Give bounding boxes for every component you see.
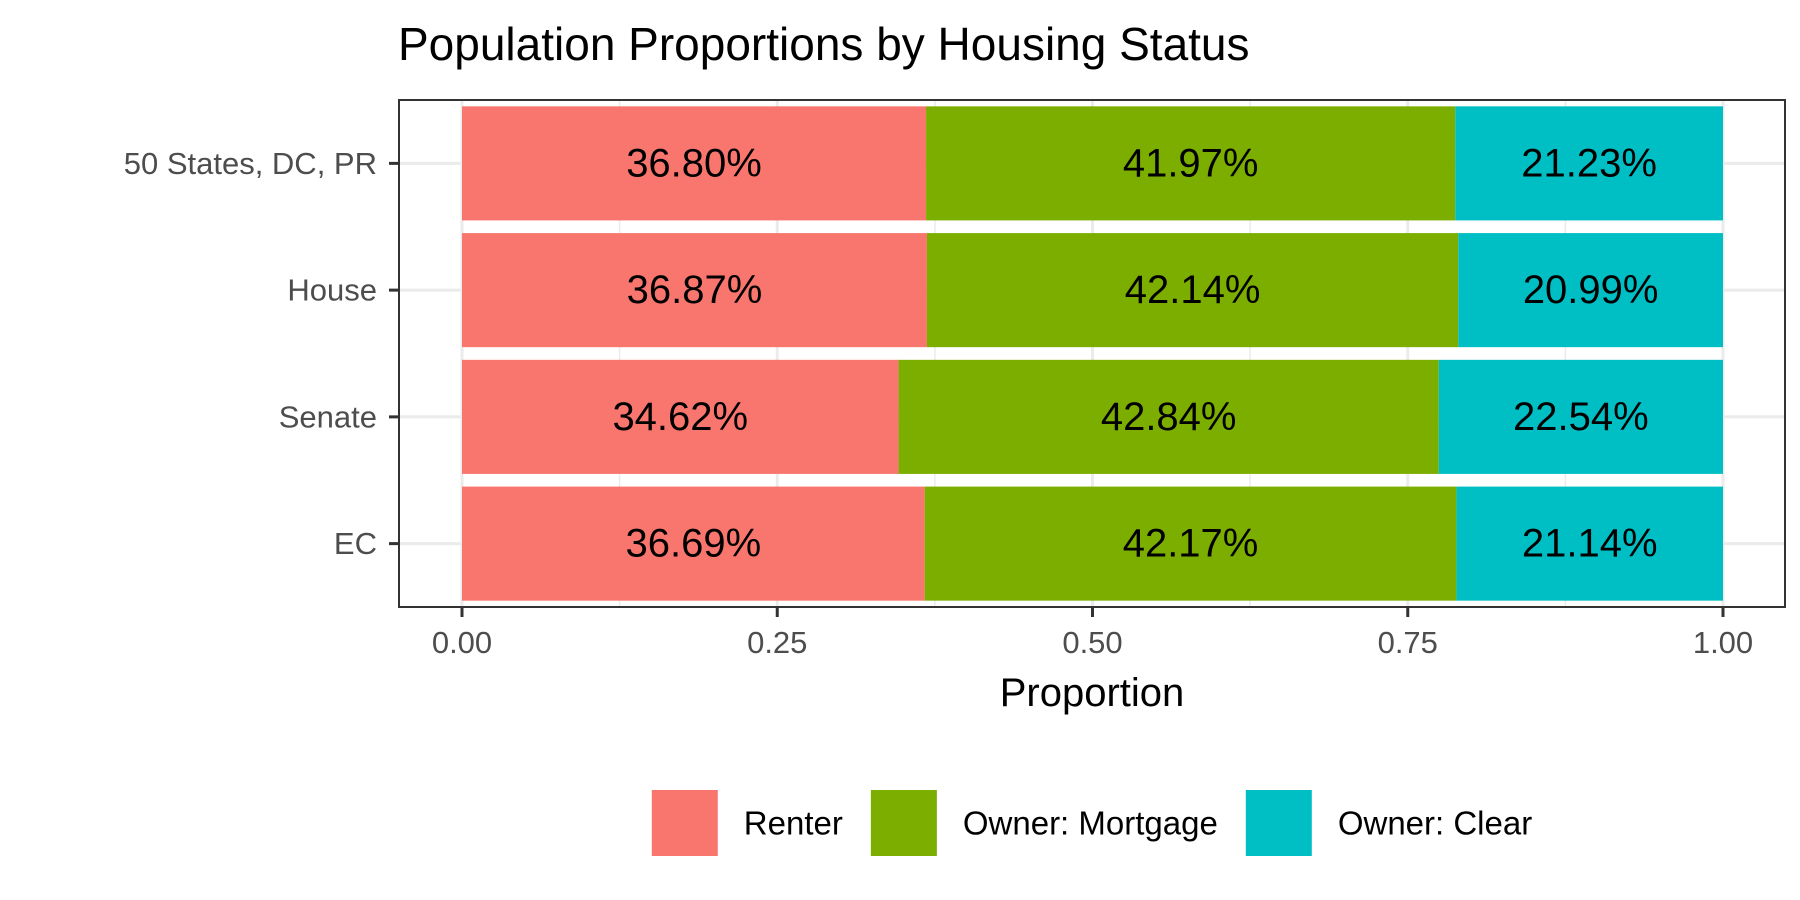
legend-key (870, 790, 937, 856)
bar-value-label: 42.14% (1125, 268, 1261, 312)
x-tick-label: 0.75 (1378, 625, 1438, 660)
bar-segment (926, 106, 1456, 221)
bar-value-label: 42.84% (1101, 395, 1237, 439)
x-axis-label: Proportion (1000, 671, 1185, 715)
y-tick-label: EC (334, 526, 377, 561)
x-tick-label: 0.25 (747, 625, 807, 660)
x-tick-label: 0.00 (432, 625, 492, 660)
x-tick-label: 0.50 (1062, 625, 1122, 660)
bars (462, 106, 1723, 601)
bar-value-label: 36.80% (626, 141, 762, 185)
legend-key (651, 790, 718, 856)
bar-value-labels: 36.80% 41.97% 21.23% 36.87% 42.14% 20.99% 34.6… (612, 141, 1658, 565)
legend-label: Owner: Clear (1338, 805, 1532, 842)
x-axis: 0.00 0.25 0.50 0.75 1.00 (432, 607, 1753, 660)
y-axis: 50 States, DC, PR House Senate EC (124, 146, 399, 561)
legend-label: Renter (744, 805, 843, 842)
bar-value-label: 34.62% (612, 395, 748, 439)
legend-key (1245, 790, 1312, 856)
bar-segment (1455, 106, 1723, 221)
bar-segment (1456, 486, 1723, 601)
bar-value-label: 41.97% (1123, 141, 1259, 185)
bar-value-label: 36.87% (627, 268, 763, 312)
bar-segment (462, 106, 927, 221)
bar-value-label: 21.14% (1522, 522, 1658, 566)
bar-value-label: 21.23% (1521, 141, 1657, 185)
chart-title: Population Proportions by Housing Status (398, 18, 1250, 70)
legend-label: Owner: Mortgage (963, 805, 1218, 842)
y-tick-label: 50 States, DC, PR (124, 146, 377, 181)
bar-value-label: 22.54% (1513, 395, 1649, 439)
bar-value-label: 20.99% (1523, 268, 1659, 312)
bar-value-label: 42.17% (1123, 522, 1259, 566)
bar-segment (462, 359, 899, 474)
bar-segment (462, 486, 925, 601)
bar-segment (462, 233, 927, 348)
bar-segment (924, 486, 1457, 601)
x-tick-label: 1.00 (1693, 625, 1753, 660)
bar-segment (898, 359, 1439, 474)
bar-value-label: 36.69% (625, 522, 761, 566)
legend: Renter Owner: Mortgage Owner: Clear (651, 790, 1532, 856)
bar-segment (1438, 359, 1723, 474)
bar-segment (926, 233, 1459, 348)
y-tick-label: House (287, 273, 377, 308)
bar-segment (1458, 233, 1723, 348)
y-tick-label: Senate (279, 399, 377, 434)
